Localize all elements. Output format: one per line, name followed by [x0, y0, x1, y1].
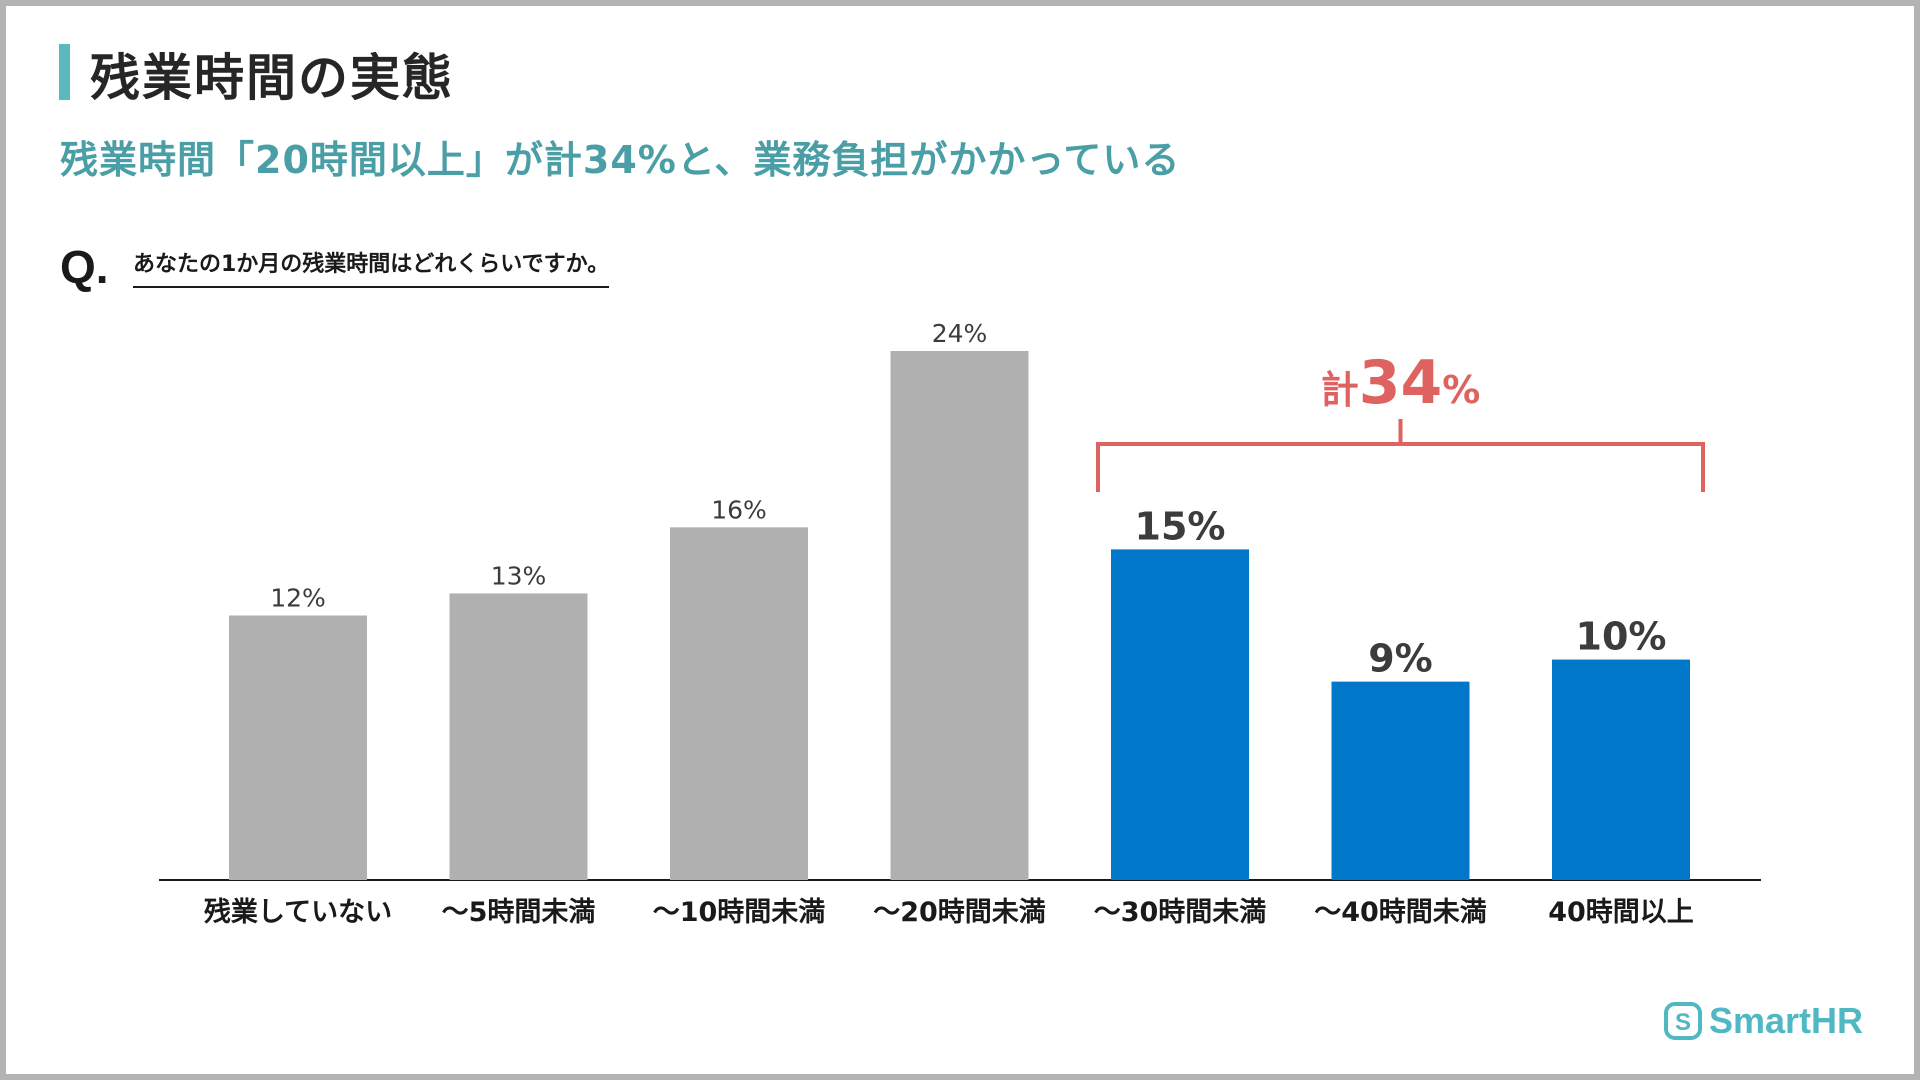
page-title: 残業時間の実態 — [90, 49, 454, 107]
smarthr-logo: S SmartHR — [1664, 1000, 1863, 1042]
category-label-2: 〜5時間未満 — [442, 897, 596, 928]
bar-value-label-1: 12% — [270, 584, 326, 613]
annotation-total-label: 計34% — [1321, 348, 1481, 418]
category-label-4: 〜20時間未満 — [873, 897, 1046, 928]
annotation-number: 34 — [1359, 348, 1443, 418]
bar-5 — [1111, 549, 1249, 880]
annotation-bracket — [1096, 442, 1705, 492]
bar-value-label-3: 16% — [711, 495, 767, 524]
title-accent-bar — [59, 44, 70, 100]
bar-value-label-2: 13% — [491, 561, 547, 590]
bar-3 — [670, 527, 808, 880]
bar-value-label-6: 9% — [1368, 637, 1433, 681]
bar-4 — [890, 351, 1029, 880]
smarthr-logo-icon: S — [1664, 1002, 1702, 1040]
bar-7 — [1552, 659, 1690, 880]
bar-2 — [449, 593, 588, 880]
category-label-7: 40時間以上 — [1548, 897, 1694, 928]
annotation-prefix: 計 — [1321, 368, 1359, 412]
question-mark-label: Q. — [60, 241, 109, 293]
svg-text:S: S — [1675, 1009, 1691, 1036]
bar-1 — [229, 615, 367, 880]
annotation-suffix: % — [1442, 368, 1480, 412]
slide-subtitle: 残業時間「20時間以上」が計34%と、業務負担がかかっている — [60, 138, 1181, 182]
bar-value-label-4: 24% — [932, 319, 988, 348]
category-label-3: 〜10時間未満 — [653, 897, 826, 928]
bar-value-label-5: 15% — [1135, 504, 1226, 548]
question-text: あなたの1か月の残業時間はどれくらいですか。 — [133, 246, 610, 288]
bar-value-label-7: 10% — [1576, 615, 1667, 659]
category-label-5: 〜30時間未満 — [1094, 897, 1267, 928]
smarthr-logo-text: SmartHR — [1709, 1000, 1864, 1041]
category-label-1: 残業していない — [204, 897, 392, 928]
category-label-6: 〜40時間未満 — [1314, 897, 1487, 928]
bar-6 — [1331, 681, 1470, 880]
